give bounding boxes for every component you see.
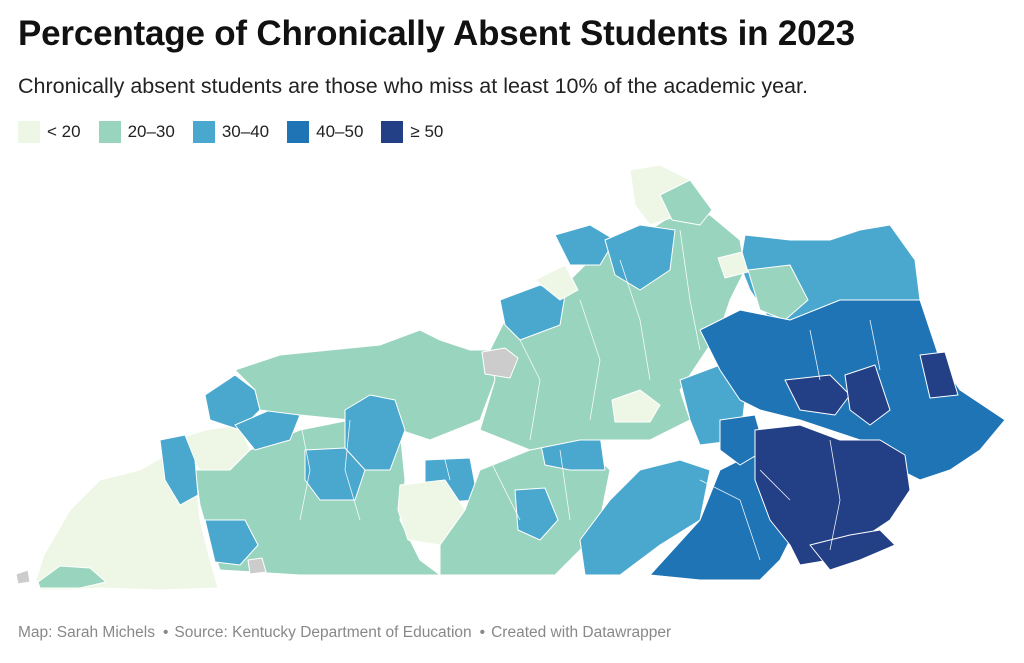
legend-item-50-plus: ≥ 50 xyxy=(381,121,443,143)
region-east-dark-pocket[interactable] xyxy=(719,414,766,466)
legend-swatch xyxy=(192,121,215,143)
region-east-darkest-3[interactable] xyxy=(919,351,959,399)
legend-label: 20–30 xyxy=(127,122,175,141)
region-central-blue-4[interactable] xyxy=(514,487,559,541)
legend-label: < 20 xyxy=(47,122,81,141)
legend-swatch xyxy=(18,121,40,143)
region-southwest-pocket[interactable] xyxy=(37,565,107,589)
region-no-data-2[interactable] xyxy=(247,557,267,575)
legend-swatch xyxy=(98,121,121,143)
legend-label: 40–50 xyxy=(316,122,364,141)
region-east-darkest-2[interactable] xyxy=(844,364,891,426)
region-south-darkest[interactable] xyxy=(809,529,896,571)
legend-item-20-30: 20–30 xyxy=(98,121,175,143)
region-north-blue-3[interactable] xyxy=(499,284,566,341)
county-borders xyxy=(299,229,881,561)
region-east-teal[interactable] xyxy=(747,264,809,321)
footer-separator: • xyxy=(479,624,486,641)
legend-label: 30–40 xyxy=(221,122,270,141)
tool-credit: Created with Datawrapper xyxy=(491,624,672,641)
region-north-blue-1[interactable] xyxy=(554,224,616,266)
region-no-data-1[interactable] xyxy=(481,347,519,379)
kentucky-county-map xyxy=(15,164,1006,591)
region-louisville-light[interactable] xyxy=(534,264,579,301)
region-east-darkest-core[interactable] xyxy=(754,424,911,566)
legend-label: ≥ 50 xyxy=(410,122,444,141)
region-no-data-3[interactable] xyxy=(15,569,31,585)
source-credit: Source: Kentucky Department of Education xyxy=(174,624,472,641)
footer-separator: • xyxy=(162,624,169,641)
region-west-blue-3[interactable] xyxy=(204,519,259,566)
legend-swatch xyxy=(381,121,404,143)
map-subtitle: Chronically absent students are those wh… xyxy=(18,74,808,98)
region-east-light[interactable] xyxy=(717,251,749,279)
map-title: Percentage of Chronically Absent Student… xyxy=(18,14,855,53)
region-southeast-blue-teal[interactable] xyxy=(579,459,711,576)
region-lexington-light[interactable] xyxy=(611,389,661,423)
region-west-blue-2[interactable] xyxy=(159,434,199,506)
region-north-teal[interactable] xyxy=(659,179,713,226)
legend-item-under-20: < 20 xyxy=(18,121,81,143)
legend-item-30-40: 30–40 xyxy=(192,121,270,143)
region-west-blue-4[interactable] xyxy=(234,409,301,451)
legend-item-40-50: 40–50 xyxy=(287,121,363,143)
map-footer: Map: Sarah Michels • Source: Kentucky Depa… xyxy=(18,624,671,642)
region-east-darkest-1[interactable] xyxy=(784,374,851,416)
legend: < 20 20–30 30–40 40–50 ≥ 50 xyxy=(18,121,461,143)
region-north-central-teal[interactable] xyxy=(479,209,746,451)
region-north-blue-2[interactable] xyxy=(604,224,676,291)
map-credit: Map: Sarah Michels xyxy=(18,624,155,641)
legend-swatch xyxy=(287,121,310,143)
